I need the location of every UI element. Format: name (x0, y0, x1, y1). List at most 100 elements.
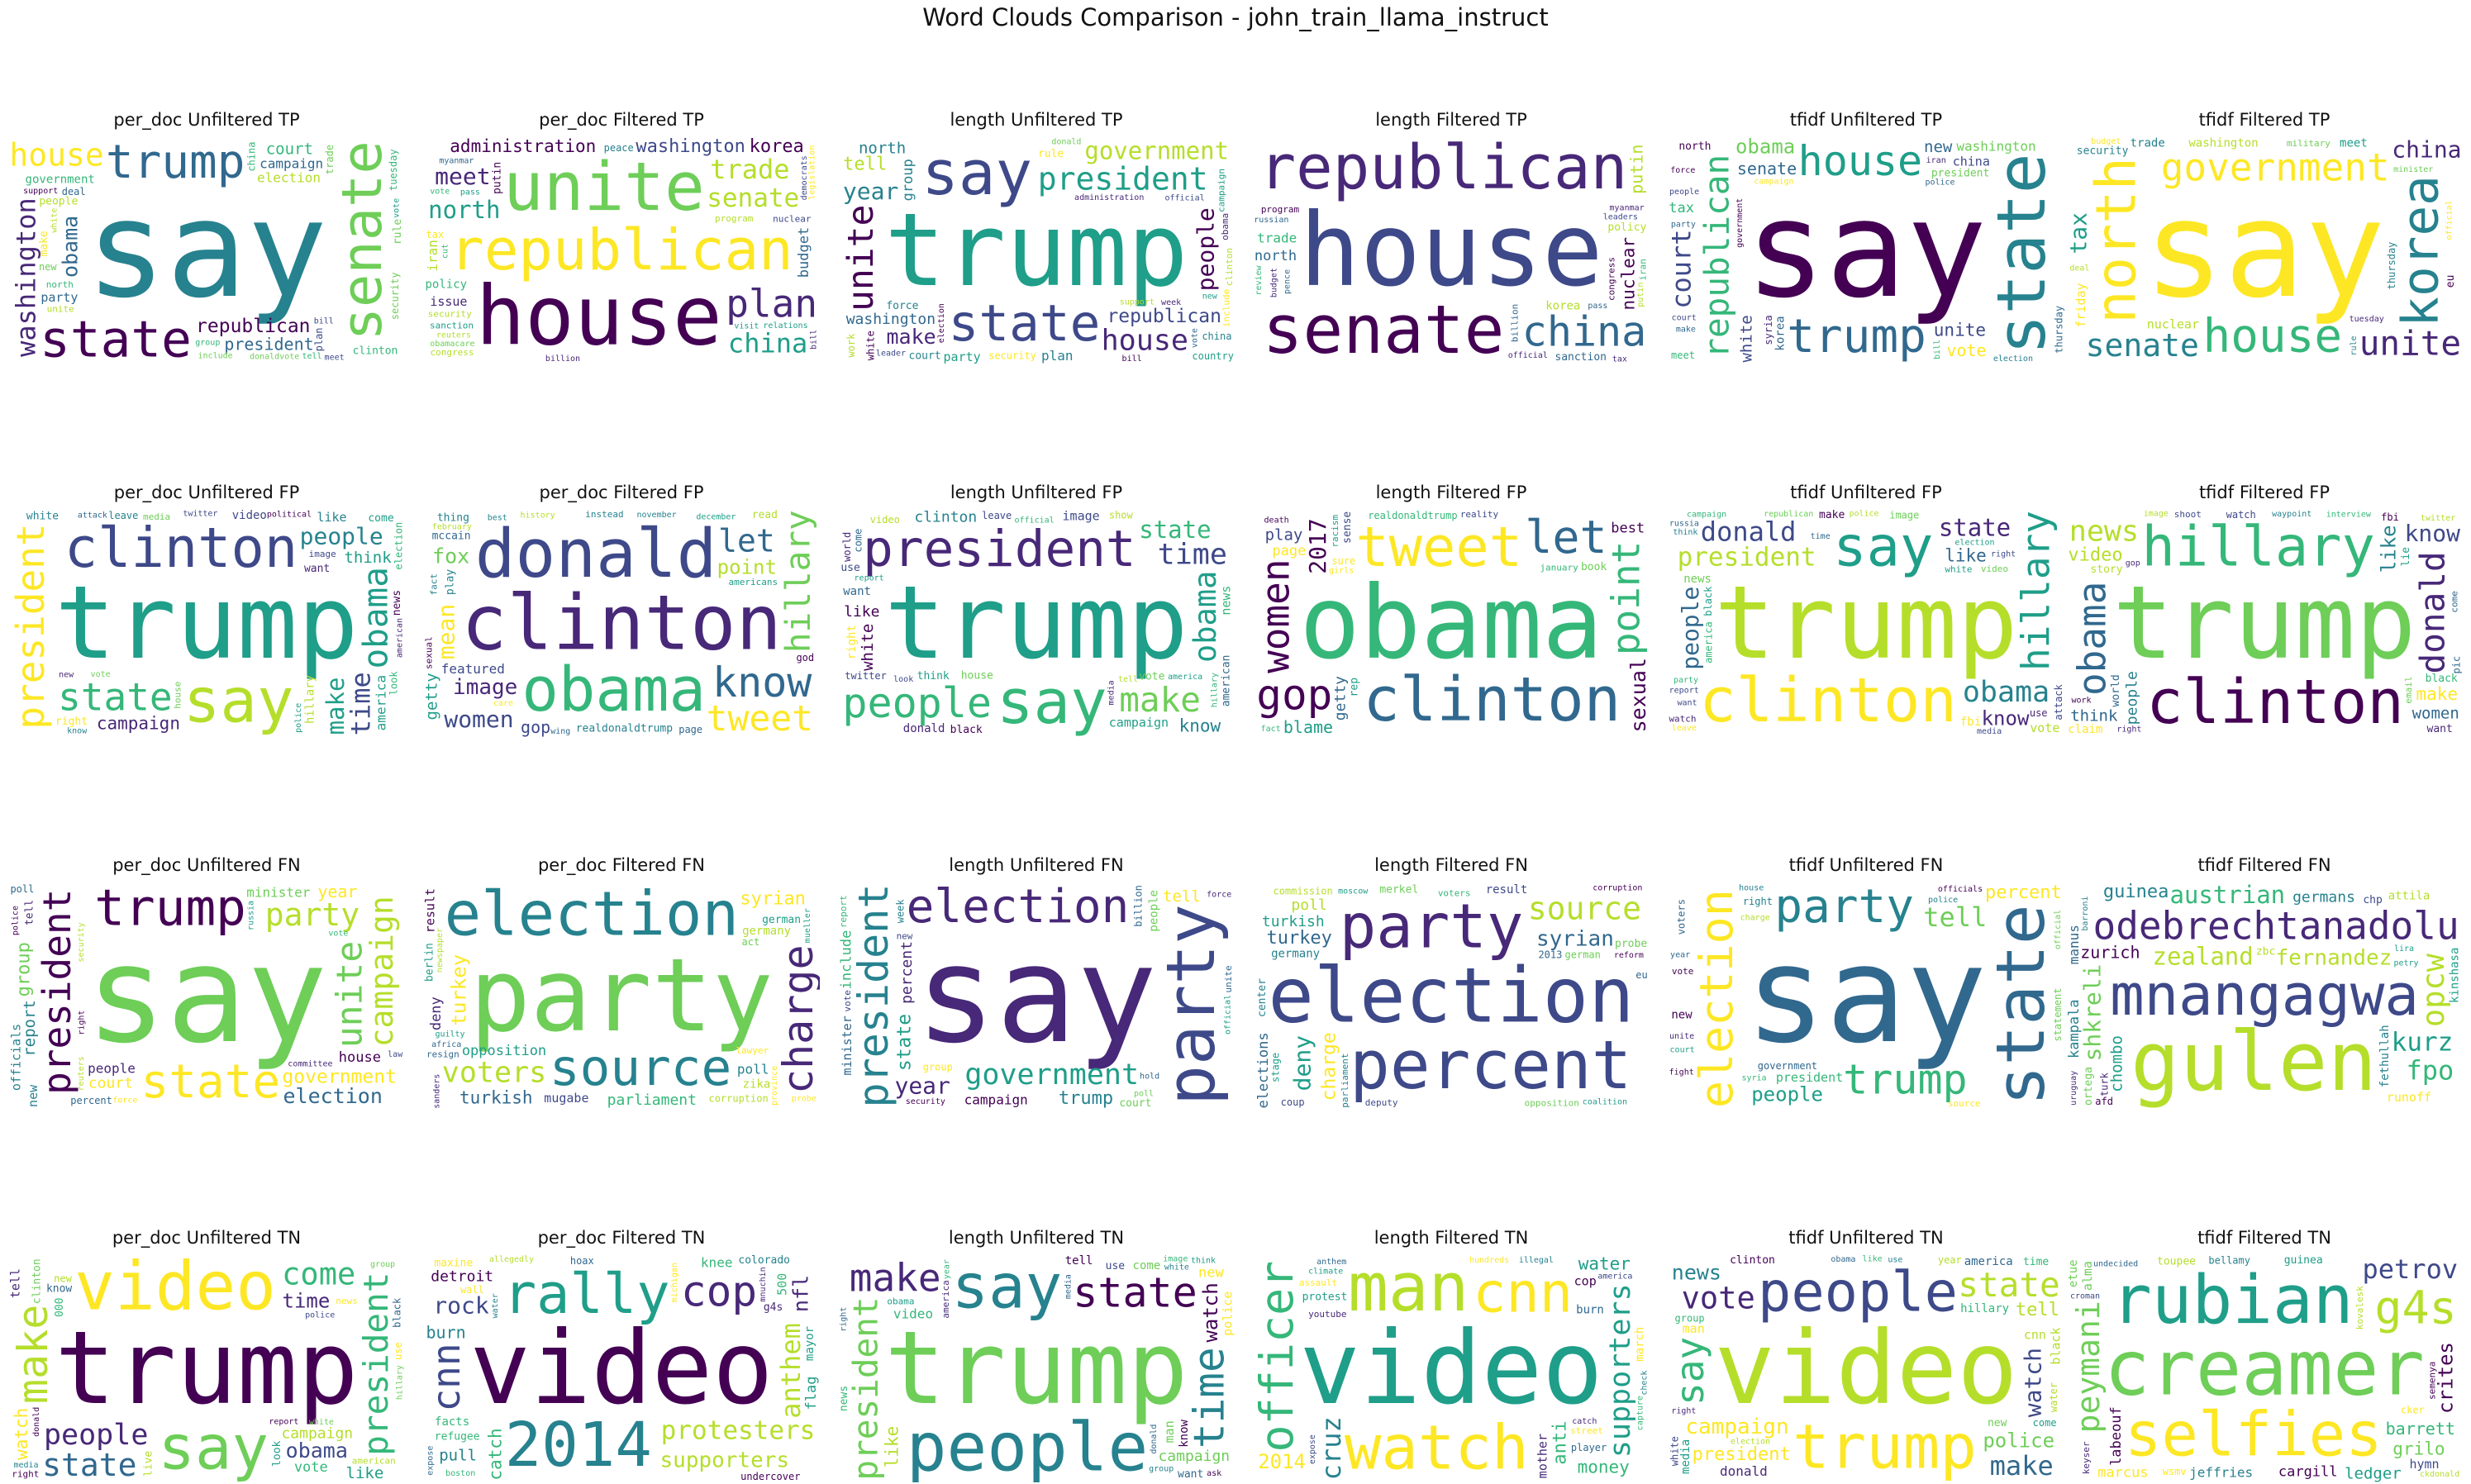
cloud-word: elections (1255, 1032, 1272, 1108)
cloud-word: turkish (459, 1087, 533, 1107)
cloud-word: peace (604, 142, 634, 154)
cloud-word: issue (430, 294, 467, 309)
cloud-word: capture (1636, 1396, 1645, 1430)
cloud-word: trump (1793, 1412, 1977, 1482)
cloud-word: interview (2326, 511, 2372, 520)
cloud-word: north (1678, 140, 1711, 153)
cloud-word: vote (328, 929, 348, 938)
cloud-word: anthem (1316, 1258, 1346, 1267)
cloud-word: care (493, 699, 513, 708)
cloud-word: catch (486, 1428, 506, 1480)
cloud-word: clinton (353, 345, 398, 357)
cloud-word: obama (887, 1296, 914, 1307)
cloud-word: rule (1038, 148, 1064, 160)
cloud-word: claim (2068, 723, 2102, 736)
cloud-word: berlin (424, 943, 436, 982)
cloud-word: news (2069, 516, 2139, 549)
cloud-word: clinton (1363, 664, 1621, 735)
cloud-word: obama (1299, 564, 1602, 682)
cloud-word: right (1671, 1406, 1696, 1415)
cloud-word: media (143, 511, 170, 522)
cloud-word: korea (1545, 299, 1580, 312)
cloud-word: kurz (2392, 1027, 2454, 1057)
cloud-word: people (88, 1061, 136, 1077)
cloud-word: syria (1763, 315, 1774, 345)
cloud-word: getty (1332, 676, 1350, 721)
cloud-word: grilo (2392, 1439, 2445, 1459)
cloud-word: leave (108, 510, 138, 521)
cloud-word: security (389, 272, 401, 320)
wordcloud-canvas: party election source charge opposition voter… (423, 882, 820, 1110)
cloud-word: say (158, 1412, 269, 1482)
cloud-word: group (900, 159, 917, 201)
cloud-word: government (1084, 137, 1229, 165)
cloud-word: government (1735, 198, 1745, 248)
cloud-word: sure (1331, 555, 1355, 567)
cloud-word: austrian (2169, 882, 2285, 909)
panel-title: length Filtered TN (1374, 1228, 1529, 1248)
wordcloud-canvas: trump say president people make time state clin… (838, 509, 1235, 737)
cloud-word: fbi (1960, 716, 1981, 729)
cloud-word: america (1964, 1255, 2013, 1268)
cloud-word: resign (426, 1049, 459, 1060)
cloud-word: getty (423, 673, 440, 720)
cloud-word: hillary (1960, 1302, 2009, 1315)
cloud-word: court (1672, 313, 1697, 322)
wordcloud-canvas: say state trump party government president cam… (8, 882, 405, 1110)
wordcloud-panel: length Unfiltered TP trump say state preside… (838, 110, 1235, 364)
panel-title: length Filtered FP (1375, 483, 1527, 502)
cloud-word: right (12, 1469, 39, 1480)
cloud-word: people (907, 1410, 1149, 1482)
cloud-word: house (476, 269, 722, 364)
cloud-word: vote (1672, 966, 1694, 977)
cloud-word: unite (47, 304, 74, 315)
cloud-word: zika (743, 1078, 771, 1092)
cloud-word: report (1669, 686, 1699, 695)
wordcloud-panel: per_doc Unfiltered TN trump say video make pr… (8, 1228, 405, 1482)
cloud-word: make (2416, 684, 2458, 704)
cloud-word: korea (1774, 316, 1788, 350)
cloud-word: party (1153, 904, 1231, 1106)
cloud-word: year (942, 1259, 951, 1279)
cloud-word: court (88, 1075, 133, 1092)
cloud-word: new (1671, 1009, 1693, 1022)
cloud-word: poll (1291, 897, 1326, 914)
cloud-word: protest (1302, 1291, 1348, 1303)
cloud-word: best (1611, 520, 1645, 536)
wordcloud-panel: per_doc Filtered TP republican house unite w… (423, 110, 820, 364)
cloud-word: think (1191, 1257, 1216, 1266)
cloud-word: look (893, 675, 913, 684)
cloud-word: clinton (2146, 667, 2404, 737)
cloud-word: news (1672, 1260, 1721, 1284)
cloud-word: catch (1572, 1417, 1597, 1426)
cloud-word: campaign (964, 1092, 1028, 1108)
cloud-word: women (2412, 705, 2459, 723)
panel-title: tfidf Filtered FN (2197, 855, 2331, 875)
cloud-word: year (843, 178, 898, 205)
cloud-word: water (2048, 1382, 2059, 1412)
cloud-word: say (183, 665, 294, 736)
cloud-word: lie (2400, 547, 2412, 567)
cloud-word: bellamy (2208, 1255, 2250, 1267)
cloud-word: climate (1308, 1268, 1343, 1277)
cloud-word: president (1678, 543, 1816, 573)
cloud-word: china (1953, 155, 1990, 169)
cloud-word: watch (12, 1408, 31, 1460)
cloud-word: president (863, 520, 1136, 578)
cloud-word: cker (2401, 1405, 2425, 1416)
cloud-word: cop (1574, 1274, 1597, 1289)
cloud-word: mueller (803, 908, 812, 943)
cloud-word: official (1165, 194, 1205, 203)
cloud-word: refugee (435, 1430, 480, 1443)
panel-title: tfidf Filtered FP (2198, 483, 2331, 502)
cloud-word: court (909, 350, 941, 363)
cloud-word: legislation (808, 145, 817, 200)
cloud-word: come (1133, 1259, 1161, 1272)
cloud-word: creamer (2104, 1325, 2425, 1413)
cloud-word: year (894, 1073, 950, 1100)
cloud-word: white (50, 208, 59, 233)
